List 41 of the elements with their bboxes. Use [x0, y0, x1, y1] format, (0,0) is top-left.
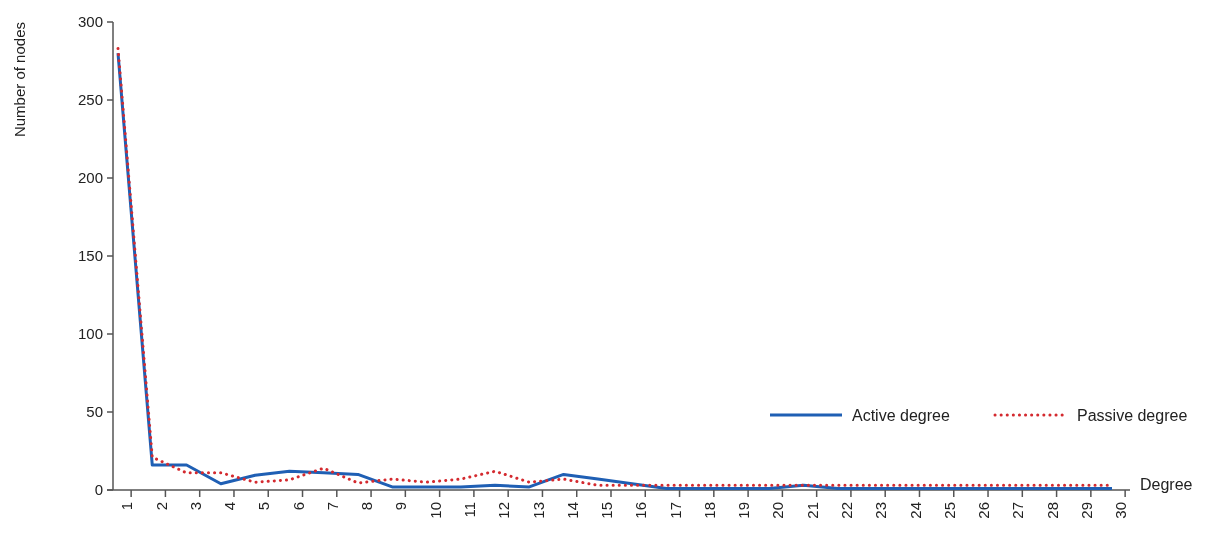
y-tick-label: 150 — [77, 247, 103, 265]
x-tick-label: 18 — [700, 502, 718, 519]
y-tick-label: 200 — [77, 169, 103, 187]
y-tick-label: 50 — [86, 403, 103, 421]
x-tick-label: 9 — [392, 502, 410, 511]
x-tick-label: 24 — [906, 502, 924, 519]
y-axis-title: Number of nodes — [11, 22, 29, 138]
x-tick-label: 6 — [289, 502, 307, 511]
y-tick-label: 100 — [77, 325, 103, 343]
x-axis-title: Degree — [1140, 475, 1193, 493]
x-tick-label: 13 — [529, 502, 547, 519]
x-tick-label: 19 — [735, 502, 753, 519]
legend-label: Passive degree — [1077, 406, 1188, 424]
x-tick-label: 16 — [632, 502, 650, 519]
x-tick-label: 5 — [255, 502, 273, 511]
x-tick-label: 3 — [186, 502, 204, 511]
x-tick-label: 15 — [598, 502, 616, 519]
x-tick-label: 20 — [769, 502, 787, 519]
legend-label: Active degree — [852, 406, 950, 424]
x-tick-label: 1 — [118, 502, 136, 511]
x-tick-label: 7 — [323, 502, 341, 511]
y-tick-label: 250 — [77, 91, 103, 109]
x-tick-label: 10 — [426, 502, 444, 519]
x-tick-label: 25 — [940, 502, 958, 519]
x-tick-label: 17 — [666, 502, 684, 519]
x-tick-label: 28 — [1043, 502, 1061, 519]
x-tick-label: 26 — [975, 502, 993, 519]
x-tick-label: 23 — [872, 502, 890, 519]
x-tick-label: 8 — [358, 502, 376, 511]
x-tick-label: 4 — [221, 502, 239, 511]
x-tick-label: 22 — [838, 502, 856, 519]
x-tick-label: 29 — [1077, 502, 1095, 519]
y-tick-label: 0 — [94, 481, 103, 499]
y-tick-label: 300 — [77, 13, 103, 31]
x-tick-label: 11 — [461, 502, 479, 518]
x-tick-label: 12 — [495, 502, 513, 519]
x-tick-label: 27 — [1009, 502, 1027, 519]
x-tick-label: 21 — [803, 502, 821, 519]
x-tick-label: 2 — [152, 502, 170, 511]
x-tick-label: 14 — [563, 502, 581, 519]
x-tick-label: 30 — [1112, 502, 1130, 519]
